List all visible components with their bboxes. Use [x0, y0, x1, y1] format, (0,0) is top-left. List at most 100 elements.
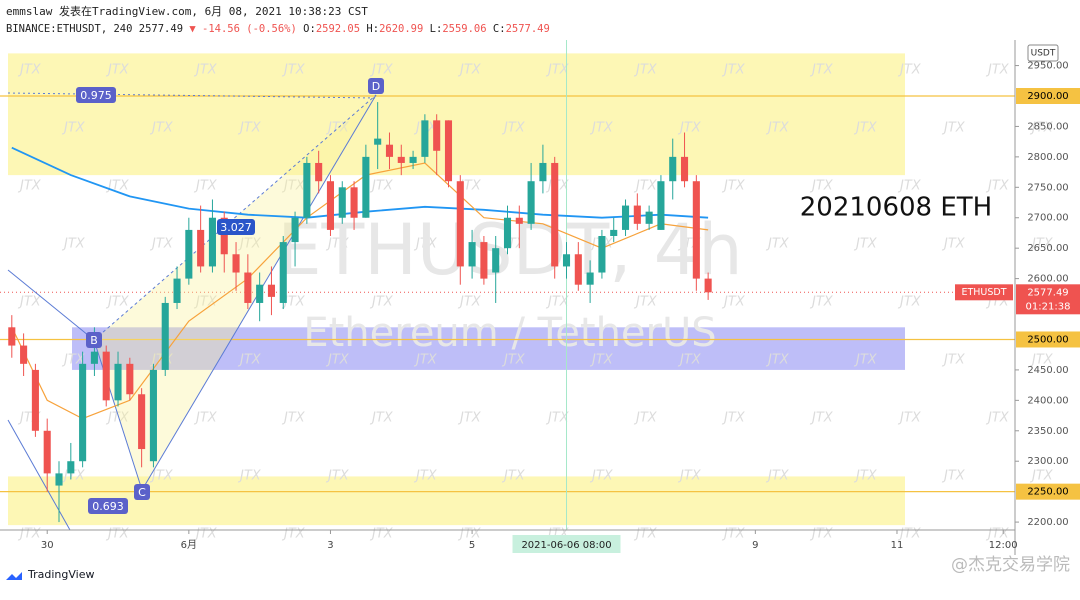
candle-body	[374, 138, 382, 145]
price-tag	[1016, 284, 1080, 315]
pattern-leg	[7, 419, 71, 531]
stamp: JTX	[369, 295, 394, 310]
candle-body	[67, 461, 75, 474]
stamp: JTX	[193, 179, 218, 194]
stamp: JTX	[853, 121, 878, 136]
candle-body	[350, 187, 358, 218]
candle-body	[515, 217, 523, 224]
stamp: JTX	[633, 63, 658, 78]
candle-body	[562, 254, 571, 267]
candle-body	[79, 363, 87, 462]
candle-body	[220, 217, 228, 255]
stamp: JTX	[105, 527, 130, 542]
stamp: JTX	[809, 411, 834, 426]
candle-body	[397, 156, 405, 163]
stamp: JTX	[633, 179, 658, 194]
stamp: JTX	[677, 469, 702, 484]
candle-body	[444, 120, 453, 182]
candle-body	[633, 205, 641, 224]
y-tick-label: 2850.00	[1027, 121, 1068, 132]
pattern-diagonal	[93, 94, 377, 341]
ohlc-value: 2577.49	[506, 23, 550, 35]
stamp: JTX	[61, 121, 86, 136]
stamp: JTX	[633, 295, 658, 310]
pattern-label: C	[138, 486, 146, 499]
y-tick-label: 2300.00	[1027, 456, 1068, 467]
stamp: JTX	[545, 295, 570, 310]
level-label: 2250.00	[1027, 487, 1068, 498]
candle-body	[669, 156, 677, 182]
stamp: JTX	[149, 121, 174, 136]
credit: @杰克交易学院	[951, 555, 1070, 575]
stamp: JTX	[985, 179, 1010, 194]
candle-body	[244, 272, 252, 303]
symbol-tag	[955, 284, 1013, 301]
label-box	[368, 78, 384, 94]
countdown: 01:21:38	[1026, 301, 1071, 312]
zone	[8, 476, 905, 526]
stamp: JTX	[17, 527, 42, 542]
pattern-label: D	[372, 80, 380, 93]
stamp: JTX	[325, 469, 350, 484]
y-tick-label: 2450.00	[1027, 365, 1068, 376]
stamp: JTX	[193, 295, 218, 310]
stamp: JTX	[809, 179, 834, 194]
ohlc-label: C:	[493, 23, 506, 35]
brand: TradingView	[27, 568, 94, 581]
levels	[0, 95, 1015, 493]
candle-body	[503, 217, 512, 249]
candle-body	[433, 120, 441, 151]
stamp: JTX	[105, 295, 130, 310]
candle-body	[385, 144, 394, 157]
stamp: JTX	[193, 63, 218, 78]
candle-body	[114, 363, 122, 401]
stamp: JTX	[149, 237, 174, 252]
candle-body	[55, 473, 63, 486]
stamp: JTX	[941, 237, 966, 252]
header-quote: BINANCE:ETHUSDT, 240 2577.49 ▼ -14.56 (-…	[6, 23, 550, 35]
level-tag	[1016, 88, 1080, 104]
stamp: JTX	[369, 63, 394, 78]
candle-body	[480, 242, 488, 279]
stamp: JTX	[413, 237, 438, 252]
candle-body	[279, 242, 287, 303]
y-tick-label: 2700.00	[1027, 213, 1068, 224]
footer: TradingView @杰克交易学院	[6, 555, 1070, 581]
stamp: JTX	[897, 179, 922, 194]
candle-body	[492, 248, 500, 273]
label-box	[76, 87, 116, 103]
last: 2577.49	[139, 23, 183, 35]
stamp: JTX	[193, 411, 218, 426]
y-tick-label: 2600.00	[1027, 274, 1068, 285]
candle-body	[680, 156, 689, 182]
pattern-label: B	[90, 334, 98, 347]
candle-body	[126, 363, 134, 395]
candle-body	[527, 181, 535, 224]
x-tick-label: 9	[752, 540, 758, 551]
stamp: JTX	[677, 121, 702, 136]
level-label: 2500.00	[1027, 334, 1068, 345]
stamp: JTX	[1029, 353, 1054, 368]
stamp: JTX	[325, 121, 350, 136]
candle-body	[208, 217, 216, 267]
stamp: JTX	[457, 63, 482, 78]
ratio-label: 0.975	[80, 89, 112, 102]
ohlc-label: L:	[430, 23, 443, 35]
stamp: JTX	[61, 353, 86, 368]
stamp: JTX	[721, 295, 746, 310]
pattern-labels: B C D 0.975 3.027 0.693	[76, 78, 384, 514]
candle-body	[539, 162, 547, 182]
candle-body	[421, 120, 429, 157]
x-tick-label: 3	[327, 540, 333, 551]
stamp: JTX	[545, 411, 570, 426]
stamp: JTX	[281, 527, 306, 542]
candle-body	[197, 229, 205, 267]
stamp: JTX	[281, 63, 306, 78]
stamp: JTX	[105, 63, 130, 78]
stamp: JTX	[105, 411, 130, 426]
stamp: JTX	[237, 469, 262, 484]
label-box	[134, 484, 150, 500]
stamp: JTX	[765, 353, 790, 368]
ohlc-value: 2620.99	[379, 23, 423, 35]
y-tick-label: 2950.00	[1027, 61, 1068, 72]
